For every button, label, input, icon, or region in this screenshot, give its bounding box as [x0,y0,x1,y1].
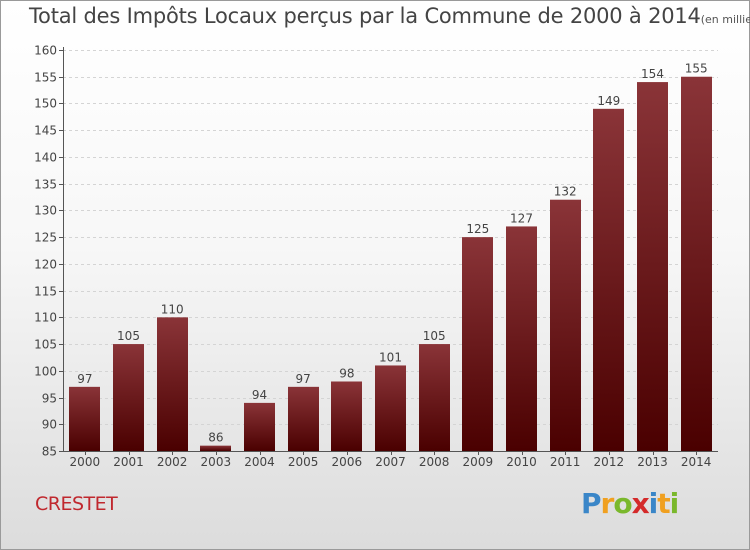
bar [506,226,537,451]
data-label: 132 [554,185,577,199]
bar [244,402,275,451]
commune-name: CRESTET [35,493,118,515]
data-label: 155 [685,62,708,76]
data-label: 110 [161,302,184,316]
logo-letter: i [669,487,680,520]
x-tick-label: 2003 [201,455,232,469]
logo-letter: P [581,487,602,520]
x-tick-label: 2007 [375,455,406,469]
data-label: 105 [423,329,446,343]
data-label: 125 [466,222,489,236]
data-label: 101 [379,350,402,364]
data-label: 127 [510,211,533,225]
x-tick-label: 2008 [419,455,450,469]
x-tick-label: 2012 [594,455,625,469]
y-tick-label: 85 [42,445,57,459]
y-tick-label: 120 [34,258,57,272]
x-tick-label: 2006 [332,455,363,469]
x-tick-label: 2010 [506,455,537,469]
y-tick-label: 115 [34,285,57,299]
y-tick-label: 100 [34,365,57,379]
y-tick-label: 135 [34,178,57,192]
data-label: 86 [208,431,223,445]
bar [200,445,231,451]
y-tick-label: 150 [34,97,57,111]
logo-letter: o [613,487,632,520]
x-tick-label: 2013 [637,455,668,469]
bar [550,199,581,451]
y-tick-label: 140 [34,151,57,165]
x-tick-label: 2001 [113,455,144,469]
chart-title: Total des Impôts Locaux perçus par la Co… [29,4,750,28]
logo-letter: r [600,487,615,520]
x-tick-label: 2002 [157,455,188,469]
x-tick-label: 2000 [70,455,101,469]
chart-subtitle: (en milliers d'€) [700,13,750,26]
data-label: 149 [597,94,620,108]
logo-letter: t [657,487,670,520]
y-tick-label: 110 [34,311,57,325]
x-tick-label: 2011 [550,455,581,469]
bar [331,381,362,451]
data-label: 97 [296,372,311,386]
data-label: 97 [77,372,92,386]
bar [419,344,450,451]
data-label: 154 [641,67,664,81]
y-tick-label: 90 [42,418,57,432]
x-tick-label: 2009 [463,455,494,469]
x-tick-label: 2014 [681,455,712,469]
bar [288,386,319,451]
data-label: 94 [252,388,267,402]
bar [69,386,100,451]
data-label: 98 [339,366,354,380]
chart-title-text: Total des Impôts Locaux perçus par la Co… [29,4,701,28]
bar [637,82,668,451]
data-label: 105 [117,329,140,343]
y-tick-label: 105 [34,338,57,352]
y-tick-label: 130 [34,204,57,218]
bar [681,76,712,451]
x-tick-label: 2005 [288,455,319,469]
bar [462,237,493,451]
bar [375,365,406,451]
y-tick-label: 95 [42,392,57,406]
logo-letter: x [631,487,650,520]
bar [157,317,188,451]
logo-letter: i [648,487,659,520]
y-tick-label: 145 [34,124,57,138]
proxiti-logo: Proxiti [581,487,680,520]
bar [113,344,144,451]
bar [593,108,624,452]
x-tick-label: 2004 [244,455,275,469]
y-tick-label: 155 [34,71,57,85]
y-tick-label: 160 [34,44,57,58]
y-tick-label: 125 [34,231,57,245]
